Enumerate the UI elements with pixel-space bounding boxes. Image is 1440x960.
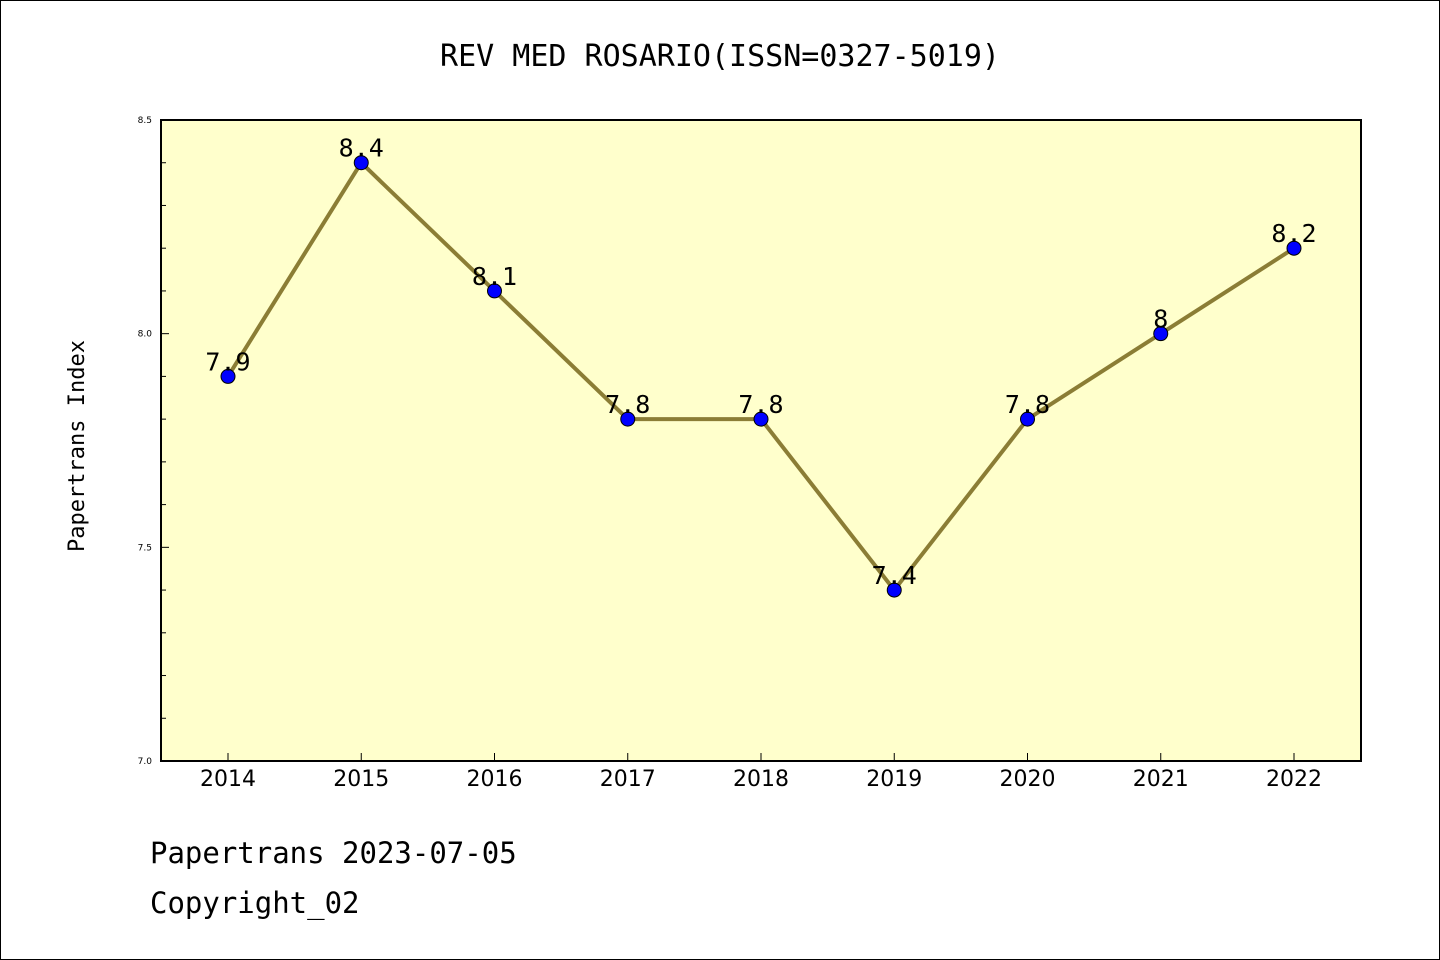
data-label: 7.8 xyxy=(1005,390,1050,419)
x-tick-label: 2018 xyxy=(733,767,789,792)
data-point xyxy=(353,155,369,171)
chart-title: REV MED ROSARIO(ISSN=0327-5019) xyxy=(440,39,1000,74)
y-axis-label: Papertrans Index xyxy=(65,340,90,552)
footer-copyright: Copyright_02 xyxy=(150,886,360,920)
plot-area xyxy=(160,119,1362,762)
y-tick-label: 7.5 xyxy=(138,543,152,553)
footer-date: Papertrans 2023-07-05 xyxy=(150,836,517,870)
data-label: 7.8 xyxy=(605,390,650,419)
data-label: 8.2 xyxy=(1271,219,1316,248)
data-point xyxy=(220,368,236,384)
y-tick-label: 7.0 xyxy=(138,757,153,767)
data-point xyxy=(620,411,636,427)
y-tick-label: 8.5 xyxy=(138,116,152,126)
data-label: 7.4 xyxy=(872,561,917,590)
data-label: 8 xyxy=(1153,305,1168,334)
data-label: 8.4 xyxy=(339,134,384,163)
x-tick-label: 2022 xyxy=(1266,767,1322,792)
x-tick-label: 2020 xyxy=(1000,767,1056,792)
x-tick-label: 2016 xyxy=(467,767,523,792)
x-tick-label: 2014 xyxy=(200,767,256,792)
x-tick-label: 2019 xyxy=(866,767,922,792)
data-point xyxy=(487,283,502,299)
data-point xyxy=(1153,326,1169,342)
data-label: 8.1 xyxy=(472,262,517,291)
data-point xyxy=(753,411,769,427)
data-point xyxy=(886,582,902,598)
x-tick-label: 2015 xyxy=(333,767,389,792)
x-tick-label: 2021 xyxy=(1133,767,1189,792)
data-point xyxy=(1020,411,1035,427)
data-label: 7.8 xyxy=(738,390,783,419)
data-point xyxy=(1286,240,1302,256)
x-tick-label: 2017 xyxy=(600,767,656,792)
data-label: 7.9 xyxy=(205,347,250,376)
y-tick-label: 8.0 xyxy=(138,330,153,340)
